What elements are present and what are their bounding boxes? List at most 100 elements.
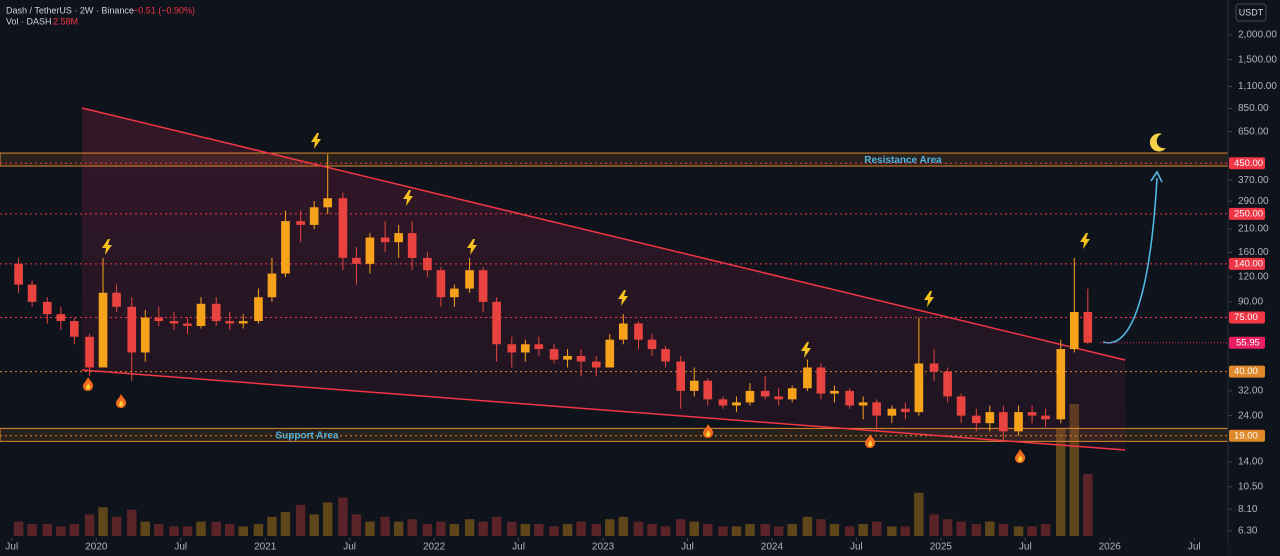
candle-body	[1069, 311, 1079, 350]
candle-body	[830, 390, 839, 394]
volume-bar	[591, 524, 601, 536]
y-tick-label: 32.00	[1238, 386, 1263, 397]
volume-bar	[971, 524, 982, 536]
x-tick-label: 2022	[423, 542, 446, 553]
volume-bar	[140, 521, 150, 536]
candle-body	[338, 198, 348, 258]
volume-bar	[27, 524, 37, 536]
candle-body	[140, 317, 150, 353]
volume-bar	[1027, 526, 1037, 536]
time-axis-background	[0, 538, 1228, 556]
zone	[0, 427, 1229, 442]
volume-bar	[871, 521, 882, 536]
volume-bar	[703, 524, 713, 536]
y-tick-label: 24.00	[1238, 410, 1263, 421]
x-tick-label: 2025	[930, 542, 953, 553]
volume-bar	[760, 524, 770, 536]
candle-body	[887, 408, 897, 416]
volume-title: Vol · DASH	[6, 16, 52, 26]
candle-body	[914, 363, 924, 413]
candle-body	[901, 408, 910, 413]
level-label-box	[1229, 311, 1265, 324]
x-tick-label: Jul	[512, 542, 525, 553]
x-tick-label: 2024	[761, 542, 784, 553]
candle-body	[238, 321, 248, 324]
volume-bar	[1069, 404, 1080, 536]
candle-body	[98, 292, 108, 368]
volume-bar	[253, 524, 264, 536]
candle-body	[774, 396, 784, 400]
volume-bar	[267, 516, 277, 536]
candle-body	[520, 344, 530, 353]
candle-body	[352, 257, 361, 264]
level-label-box	[1229, 257, 1265, 270]
candle-body	[56, 314, 66, 322]
candle-body	[689, 380, 699, 391]
volume-bar	[211, 521, 221, 536]
candle-body	[254, 297, 263, 322]
volume-bar	[154, 524, 164, 536]
y-tick-label: 370.00	[1238, 175, 1269, 186]
candle-body	[14, 263, 23, 285]
volume-bar	[718, 526, 728, 536]
volume-bar	[731, 526, 742, 536]
axes-layer: 2,000.00 1,500.00 1,100.00 850.00 650.00 370.…	[5, 30, 1277, 553]
zone	[0, 152, 1229, 167]
x-tick-label: Jul	[1188, 542, 1201, 553]
candle-body	[365, 237, 375, 264]
y-tick-label: 160.00	[1238, 247, 1269, 258]
candle-body	[647, 339, 657, 350]
candle-body	[394, 233, 403, 243]
candle-body	[112, 292, 121, 307]
icons	[83, 133, 1166, 463]
volume-bar	[196, 521, 206, 536]
volume-bar	[224, 524, 235, 536]
volume-bar	[365, 521, 375, 536]
volume-bar	[844, 526, 855, 536]
x-tick-label: Jul	[343, 542, 356, 553]
volume-bar	[802, 516, 813, 536]
volume-bar	[1040, 524, 1051, 536]
x-tick-label: Jul	[1019, 542, 1032, 553]
projection-arrow-head	[1150, 170, 1163, 183]
candle-body	[858, 402, 868, 406]
candle-body	[478, 270, 488, 302]
candle-body	[999, 412, 1008, 432]
zone-label: Support Area	[276, 431, 339, 442]
candle-body	[183, 323, 192, 326]
candle-body	[803, 367, 812, 389]
candle-body	[323, 198, 333, 208]
candle-body	[634, 323, 643, 340]
volume-bar	[322, 502, 333, 536]
candle-body	[760, 390, 770, 397]
y-tick-label: 14.00	[1238, 457, 1263, 468]
x-tick-label: 2021	[254, 542, 277, 553]
volume-bar	[422, 524, 433, 536]
volume-bar	[689, 521, 699, 536]
candle-body	[211, 303, 221, 322]
level-label: 140.00	[1234, 258, 1263, 269]
y-tick-label: 120.00	[1238, 272, 1269, 283]
support-trendline	[81, 369, 1126, 451]
candle-body	[563, 355, 572, 360]
candle-body	[423, 257, 432, 271]
volume-bar	[787, 524, 797, 536]
volume-bar	[534, 524, 544, 536]
volume-value: 2.58M	[53, 16, 78, 26]
candle-body	[872, 402, 881, 416]
volume-bar	[507, 521, 517, 536]
volume-bar	[858, 524, 868, 536]
volume-bar	[111, 516, 122, 536]
candle-body	[787, 388, 797, 400]
candle-body	[618, 323, 628, 340]
volume-bar	[182, 526, 193, 536]
candle-body	[676, 361, 686, 391]
x-tick-label: Jul	[850, 542, 863, 553]
x-tick-label: 2026	[1099, 542, 1122, 553]
candle-body	[661, 349, 670, 362]
candle-body	[703, 380, 713, 400]
candle-body	[956, 396, 966, 416]
level-label: 19.00	[1234, 430, 1258, 441]
volume-bar	[42, 524, 53, 536]
